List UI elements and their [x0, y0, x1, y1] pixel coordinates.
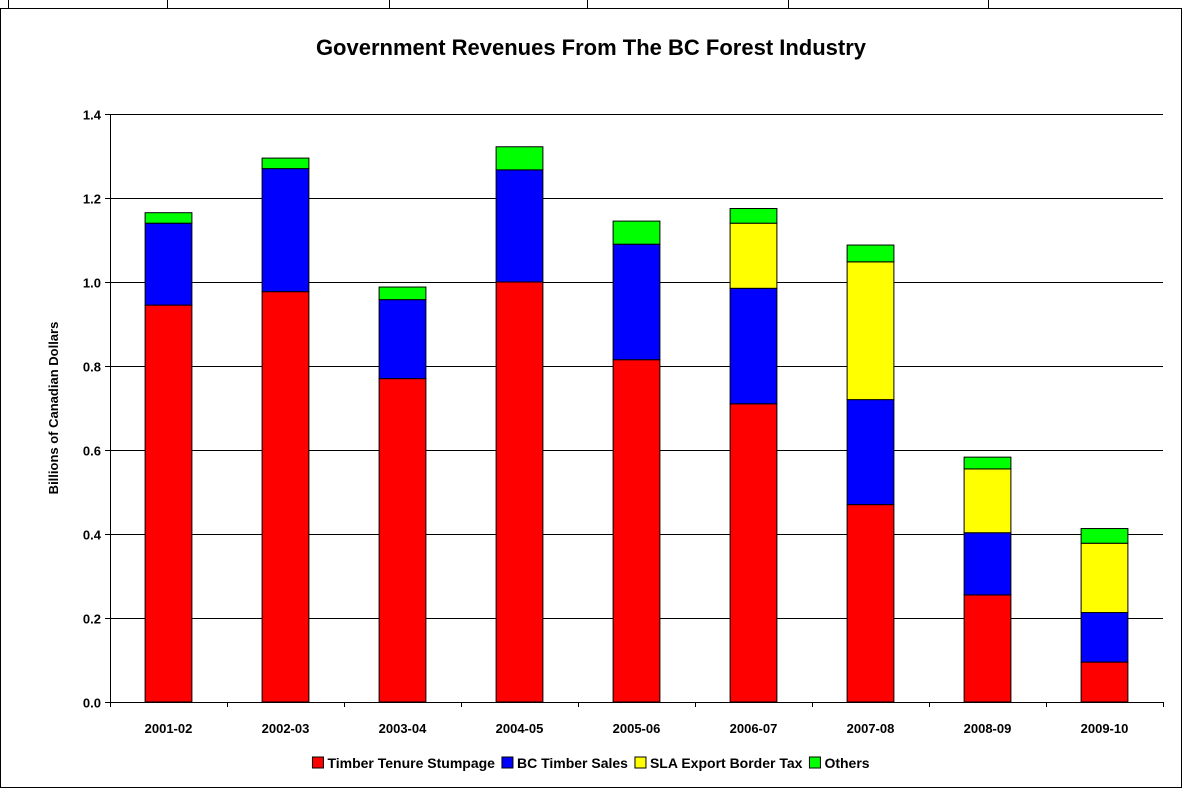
y-tick-label: 0.2 [83, 612, 101, 627]
bar-segment [378, 378, 427, 703]
x-tick-label: 2009-10 [1081, 721, 1129, 736]
bar-segment [261, 157, 310, 170]
bar-segment [612, 359, 661, 703]
bar-segment [846, 261, 895, 401]
y-tick-label: 0.0 [83, 696, 101, 711]
y-tick-label: 0.8 [83, 360, 101, 375]
bar-segment [144, 304, 193, 703]
bar-segment [729, 208, 778, 224]
legend-swatch [808, 756, 821, 769]
bar-segment [963, 594, 1012, 703]
y-tick-label: 1.2 [83, 192, 101, 207]
bar-segment [846, 504, 895, 703]
bar-segment [1080, 661, 1129, 703]
chart-title: Government Revenues From The BC Forest I… [316, 35, 867, 60]
bar-segment [144, 222, 193, 306]
legend-label: Others [824, 755, 869, 771]
x-tick-label: 2005-06 [613, 721, 661, 736]
bar-segment [963, 468, 1012, 534]
legend-swatch [501, 756, 514, 769]
bar-segment [378, 286, 427, 301]
bar-segment [963, 456, 1012, 470]
x-tick-label: 2006-07 [730, 721, 778, 736]
x-tick-label: 2002-03 [262, 721, 310, 736]
legend-label: BC Timber Sales [517, 755, 628, 771]
bar-segment [495, 146, 544, 171]
x-tick-label: 2001-02 [145, 721, 193, 736]
bar-segment [144, 212, 193, 224]
bar-segment [729, 222, 778, 289]
bar-segment [495, 169, 544, 283]
y-tick-label: 0.4 [83, 528, 102, 543]
top-cell-lines [8, 0, 989, 8]
bar-segment [1080, 528, 1129, 544]
bar-segment [1080, 612, 1129, 663]
bar-segment [612, 220, 661, 245]
bar-segment [729, 287, 778, 405]
x-tick-labels: 2001-02 2002-03 2003-04 2004-05 2005-06 2006-… [145, 721, 1129, 736]
y-tick-label: 1.4 [83, 108, 102, 123]
y-axis-label: Billions of Canadian Dollars [46, 322, 61, 495]
x-tick-label: 2004-05 [496, 721, 544, 736]
bar-segment [846, 244, 895, 263]
bar-segment [846, 399, 895, 506]
bar-segment [378, 299, 427, 380]
axes [105, 114, 1164, 707]
x-tick-label: 2007-08 [847, 721, 895, 736]
legend-swatch [634, 756, 647, 769]
bar-segment [495, 281, 544, 703]
x-tick-label: 2003-04 [379, 721, 427, 736]
bar-segment [963, 532, 1012, 596]
legend-label: SLA Export Border Tax [650, 755, 803, 771]
y-tick-label: 1.0 [83, 276, 101, 291]
legend-swatch [311, 756, 324, 769]
bars [144, 146, 1129, 703]
bar-segment [261, 168, 310, 293]
x-tick-label: 2008-09 [964, 721, 1012, 736]
bar-segment [1080, 542, 1129, 614]
bar-segment [612, 243, 661, 361]
legend-label: Timber Tenure Stumpage [327, 755, 495, 771]
y-tick-labels: 0.0 0.2 0.4 0.6 0.8 1.0 1.2 1.4 [83, 108, 102, 711]
y-tick-label: 0.6 [83, 444, 101, 459]
bar-segment [261, 291, 310, 703]
bar-segment [729, 403, 778, 703]
legend: Timber Tenure Stumpage BC Timber Sales SLA… [311, 755, 870, 771]
